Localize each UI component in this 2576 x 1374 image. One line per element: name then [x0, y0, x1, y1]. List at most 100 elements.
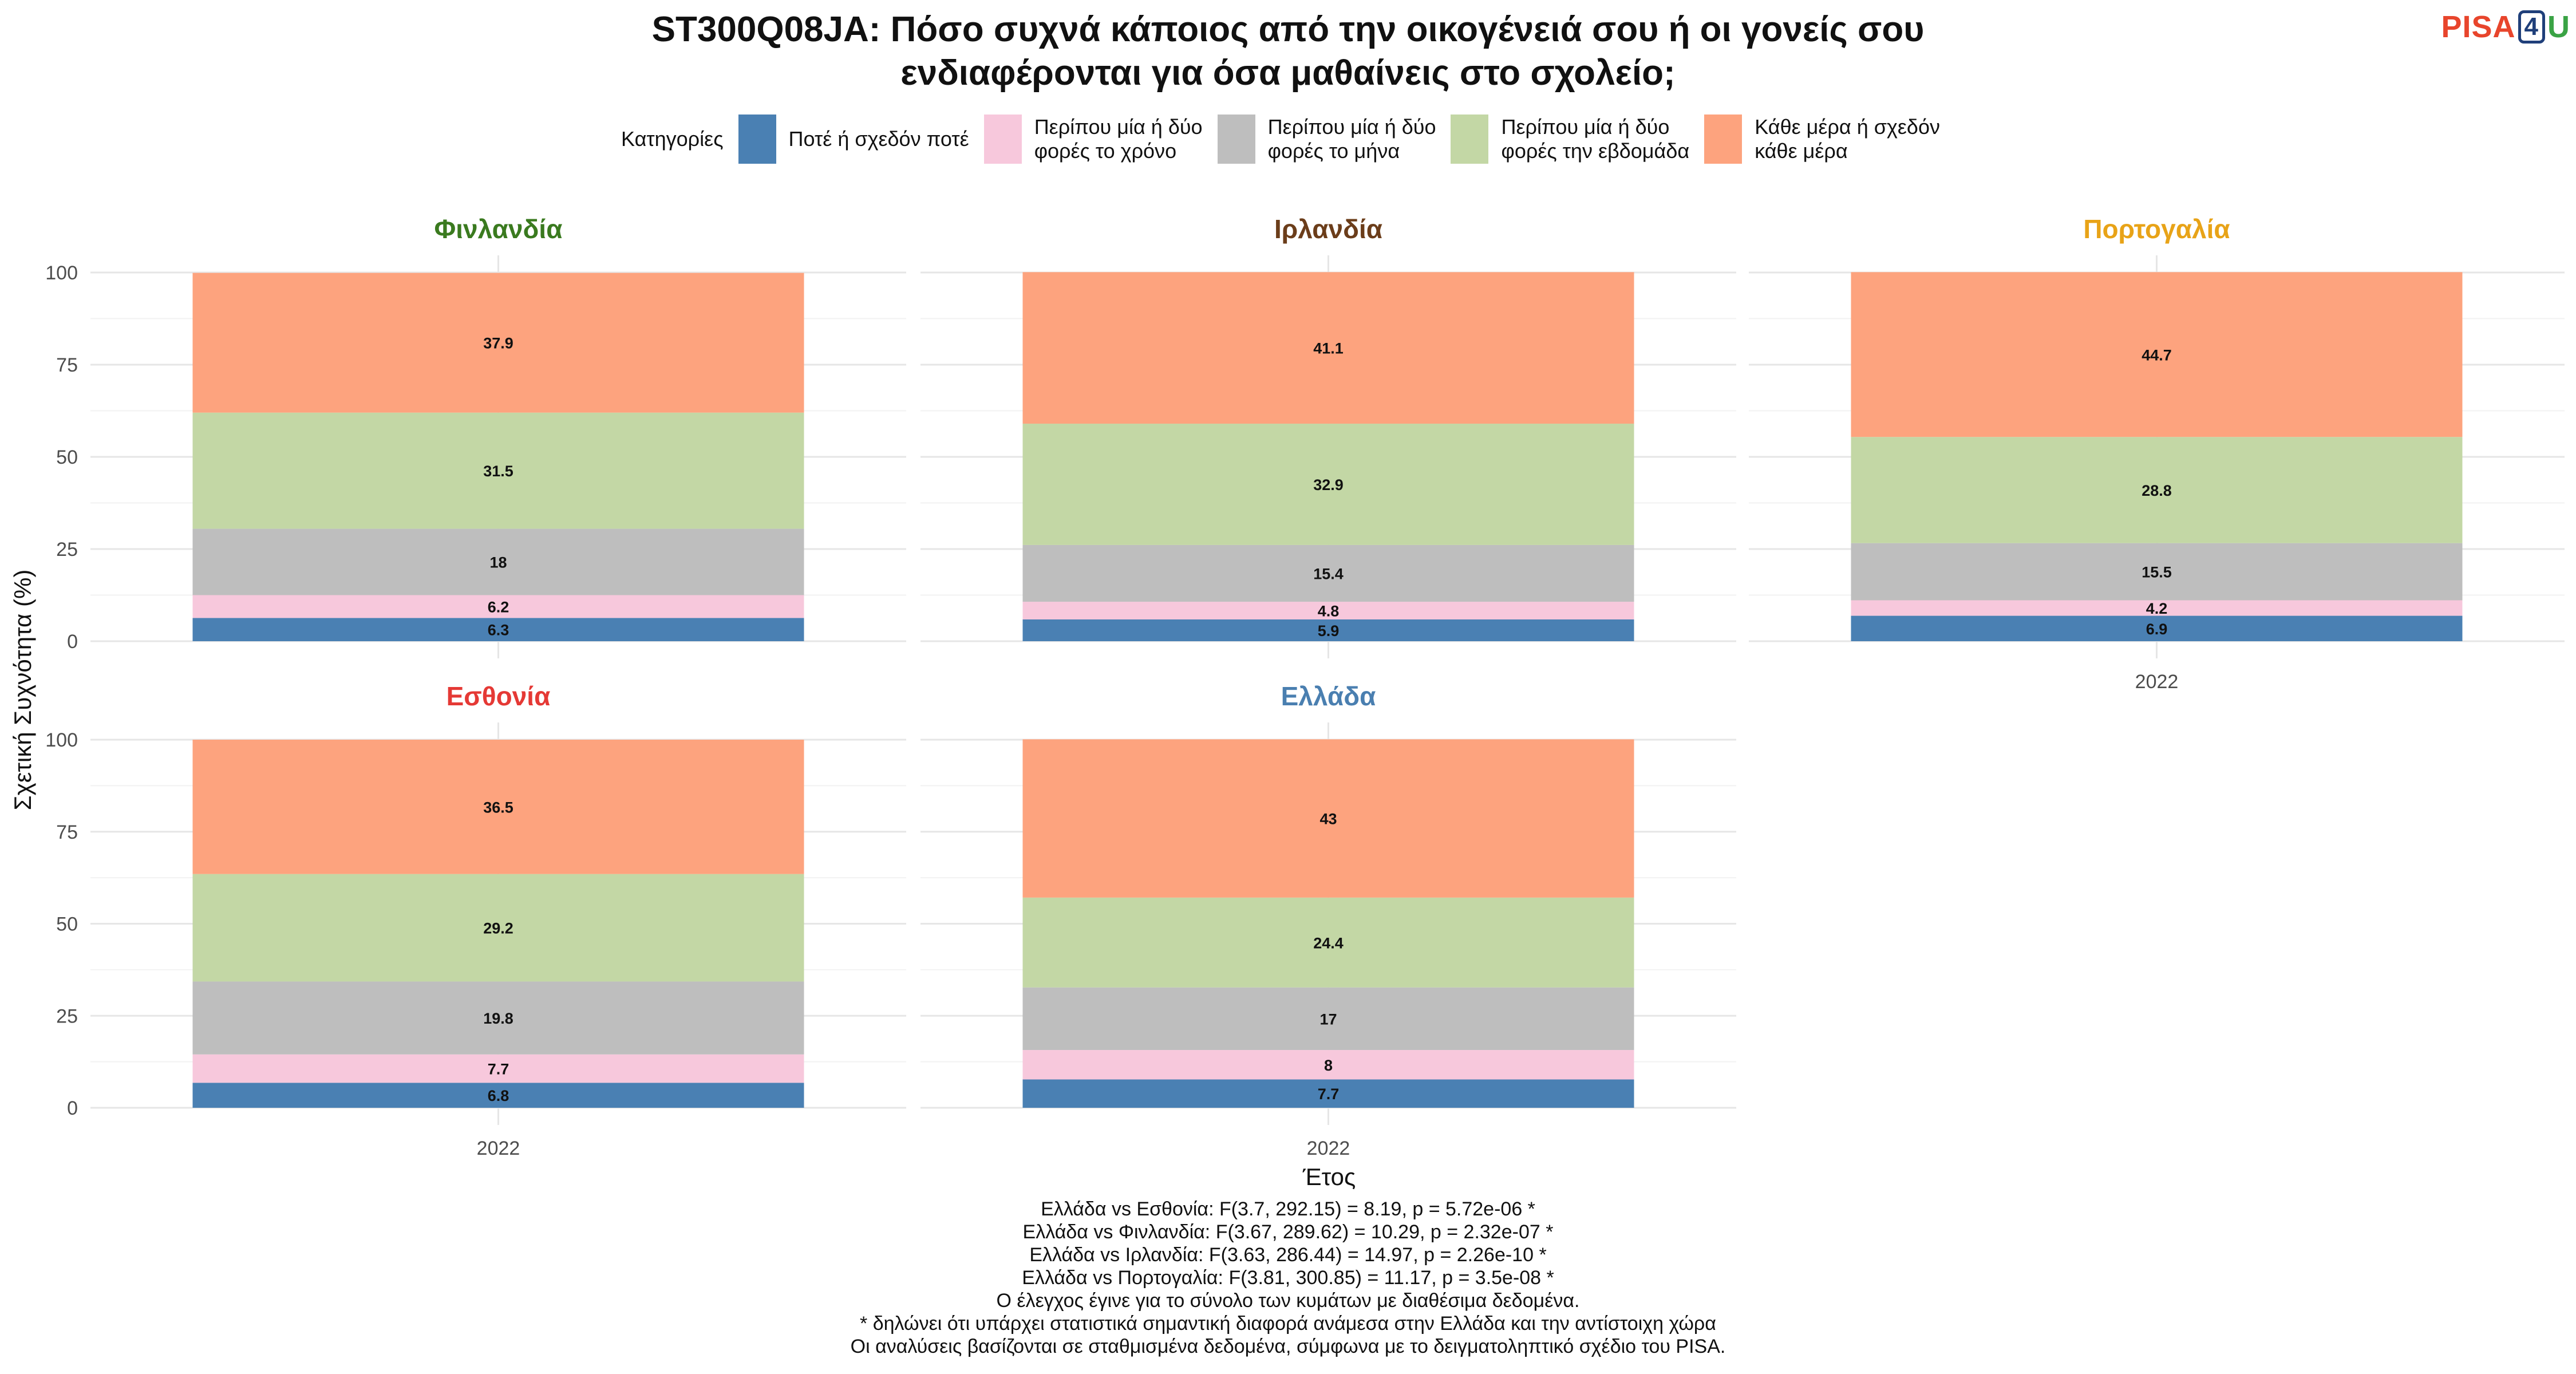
data-label: 6.2 — [488, 598, 509, 615]
y-tick-label: 75 — [56, 822, 78, 843]
x-tick-label: 2022 — [1307, 1138, 1350, 1159]
bar-segment — [192, 1083, 804, 1108]
note-line: * δηλώνει ότι υπάρχει στατιστικά σημαντι… — [860, 1313, 1716, 1334]
chart-notes: Ελλάδα vs Εσθονία: F(3.7, 292.15) = 8.19… — [0, 1198, 2576, 1358]
legend-item: Ποτέ ή σχεδόν ποτέ — [738, 114, 969, 164]
chart-title: ST300Q08JA: Πόσο συχνά κάποιος από την ο… — [0, 8, 2576, 95]
note-line: Ελλάδα vs Ιρλανδία: F(3.63, 286.44) = 14… — [1029, 1244, 1547, 1266]
legend-item: Περίπου μία ή δύο φορές το μήνα — [1217, 114, 1436, 164]
data-label: 18 — [489, 554, 507, 571]
legend-swatch — [1704, 114, 1743, 164]
data-label: 41.1 — [1313, 340, 1344, 357]
x-axis-title: Έτος — [1302, 1163, 1356, 1190]
data-label: 6.3 — [488, 622, 509, 639]
bar-segment — [1851, 600, 2463, 616]
note-line: Ο έλεγχος έγινε για το σύνολο των κυμάτω… — [996, 1290, 1580, 1312]
legend-label: Περίπου μία ή δύο φορές την εβδομάδα — [1501, 115, 1690, 163]
data-label: 31.5 — [483, 463, 513, 480]
data-label: 4.8 — [1318, 603, 1340, 620]
legend-item: Κάθε μέρα ή σχεδόν κάθε μέρα — [1704, 114, 1940, 164]
legend-label: Ποτέ ή σχεδόν ποτέ — [788, 127, 969, 151]
legend-label: Περίπου μία ή δύο φορές το μήνα — [1267, 115, 1436, 163]
bar-segment — [192, 273, 804, 413]
data-label: 15.5 — [2142, 564, 2172, 581]
chart-title-line-2: ενδιαφέρονται για όσα μαθαίνεις στο σχολ… — [900, 53, 1676, 93]
y-tick-label: 50 — [56, 447, 78, 468]
data-label: 19.8 — [483, 1010, 513, 1027]
data-label: 15.4 — [1313, 566, 1344, 583]
legend-swatch — [983, 114, 1022, 164]
chart-legend: Κατηγορίες Ποτέ ή σχεδόν ποτέ Περίπου μία… — [0, 114, 2576, 164]
data-label: 4.2 — [2146, 600, 2168, 617]
bar-segment — [1851, 437, 2463, 543]
bar-segment — [1022, 1050, 1634, 1080]
logo-pisa-text: PISA — [2441, 10, 2516, 44]
y-tick-label: 25 — [56, 1005, 78, 1027]
bar-segment — [192, 595, 804, 618]
panel-title: Εσθονία — [447, 681, 551, 711]
legend-swatch — [1451, 114, 1489, 164]
panel-title: Φινλανδία — [434, 214, 563, 244]
data-label: 7.7 — [488, 1061, 509, 1078]
bar-segment — [192, 740, 804, 874]
bar-segment — [192, 874, 804, 982]
y-tick-label: 0 — [67, 1097, 78, 1119]
y-tick-label: 0 — [67, 631, 78, 653]
data-label: 24.4 — [1313, 934, 1344, 951]
legend-title: Κατηγορίες — [621, 127, 724, 151]
legend-label: Περίπου μία ή δύο φορές το χρόνο — [1034, 115, 1203, 163]
data-label: 8 — [1324, 1057, 1333, 1074]
bar-segment — [1022, 619, 1634, 641]
data-label: 37.9 — [483, 335, 513, 352]
x-tick-label: 2022 — [2135, 671, 2179, 693]
panel-title: Πορτογαλία — [2083, 214, 2230, 244]
bar-segment — [1022, 987, 1634, 1051]
note-line: Οι αναλύσεις βασίζονται σε σταθμισμένα δ… — [850, 1336, 1726, 1357]
note-line: Ελλάδα vs Φινλανδία: F(3.67, 289.62) = 1… — [1022, 1221, 1554, 1243]
bar-segment — [1022, 544, 1634, 602]
data-label: 44.7 — [2142, 346, 2172, 364]
y-tick-label: 75 — [56, 354, 78, 376]
note-line: Ελλάδα vs Εσθονία: F(3.7, 292.15) = 8.19… — [1041, 1198, 1535, 1220]
data-label: 7.7 — [1318, 1085, 1340, 1103]
bar-segment — [1851, 615, 2463, 641]
data-label: 36.5 — [483, 799, 513, 816]
bar-segment — [1851, 272, 2463, 437]
pisa4u-logo: PISA 4 U — [2441, 9, 2570, 45]
data-label: 5.9 — [1318, 622, 1340, 639]
legend-label: Κάθε μέρα ή σχεδόν κάθε μέρα — [1755, 115, 1940, 163]
logo-u-text: U — [2547, 10, 2570, 44]
note-line: Ελλάδα vs Πορτογαλία: F(3.81, 300.85) = … — [1022, 1267, 1554, 1289]
panel-title: Ιρλανδία — [1274, 214, 1382, 244]
bar-segment — [192, 981, 804, 1055]
legend-swatch — [738, 114, 776, 164]
x-tick-label: 2022 — [477, 1138, 520, 1159]
data-label: 32.9 — [1313, 476, 1344, 493]
panel-title: Ελλάδα — [1281, 681, 1376, 711]
bar-segment — [1022, 272, 1634, 424]
chart-title-line-1: ST300Q08JA: Πόσο συχνά κάποιος από την ο… — [651, 10, 1925, 49]
bar-segment — [192, 1054, 804, 1083]
data-label: 43 — [1319, 811, 1337, 828]
data-label: 6.9 — [2146, 621, 2168, 638]
y-tick-label: 50 — [56, 914, 78, 935]
y-tick-label: 100 — [45, 729, 78, 751]
data-label: 28.8 — [2142, 482, 2172, 499]
bar-segment — [192, 618, 804, 641]
bar-segment — [1022, 739, 1634, 898]
data-label: 6.8 — [488, 1087, 509, 1104]
data-label: 17 — [1319, 1010, 1337, 1028]
y-tick-label: 25 — [56, 539, 78, 560]
bar-segment — [1851, 543, 2463, 601]
bar-segment — [192, 412, 804, 529]
legend-item: Περίπου μία ή δύο φορές το χρόνο — [983, 114, 1203, 164]
bar-segment — [1022, 424, 1634, 545]
bar-segment — [1022, 897, 1634, 988]
bar-segment — [1022, 1079, 1634, 1108]
bar-segment — [192, 528, 804, 595]
y-axis-title: Σχετική Συχνότητα (%) — [9, 570, 36, 811]
legend-item: Περίπου μία ή δύο φορές την εβδομάδα — [1451, 114, 1689, 164]
faceted-stacked-bar-chart: 0 25 50 75 100 Φινλανδία 6.3 6.2 18 31.5 37.9 Ιρλαν… — [9, 214, 2565, 1190]
y-tick-label: 100 — [45, 262, 78, 284]
logo-four-text: 4 — [2518, 10, 2545, 44]
